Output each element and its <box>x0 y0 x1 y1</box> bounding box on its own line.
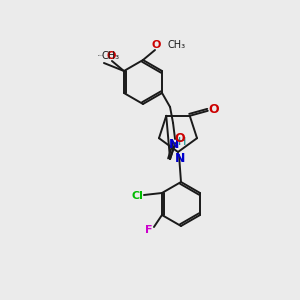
Text: Cl: Cl <box>131 191 143 201</box>
Text: N: N <box>175 152 185 164</box>
Text: CH₃: CH₃ <box>167 40 185 50</box>
Text: CH₃: CH₃ <box>102 51 120 61</box>
Text: F: F <box>145 225 153 235</box>
Text: O: O <box>106 51 116 61</box>
Text: O: O <box>208 103 219 116</box>
Text: N: N <box>169 137 179 151</box>
Text: H: H <box>178 137 186 147</box>
Text: methoxy: methoxy <box>98 55 104 56</box>
Text: O: O <box>175 133 185 146</box>
Text: O: O <box>151 40 161 50</box>
